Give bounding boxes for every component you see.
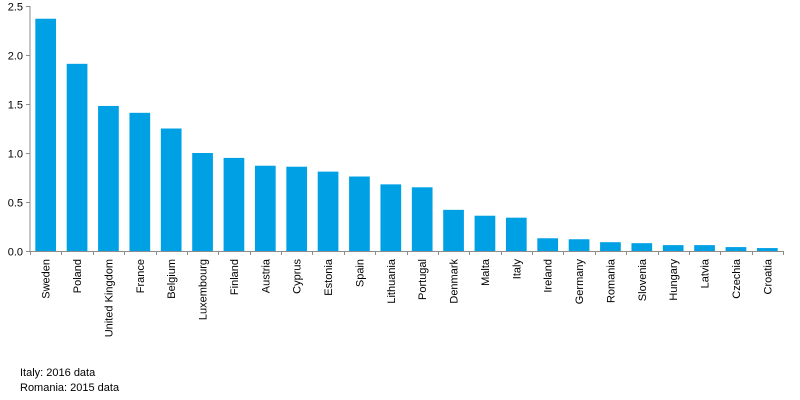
bar-chart: 0.0 0.5 1.0 1.5 2.0 2.5 Sweden Poland United Ki… [8,2,784,337]
y-tick-label: 2.5 [8,2,23,14]
x-tick-label: Denmark [449,259,461,304]
bar-portugal [411,187,433,251]
footnote-italy: Italy: 2016 data [20,367,96,379]
bar-belgium [160,128,182,251]
x-tick-label: Germany [574,259,586,305]
x-tick-label: Estonia [323,258,335,296]
bar-slovenia [631,243,653,251]
x-tick-label: Finland [229,259,241,295]
x-axis: Sweden Poland United Kingdom France Belgium L… [30,251,784,337]
x-tick-label: Lithuania [386,258,398,304]
bar-cyprus [286,166,308,251]
x-tick-label: Portugal [417,259,429,300]
bar-luxembourg [192,153,213,251]
bar-sweden [35,18,57,251]
bar-hungary [662,245,684,251]
bar-germany [568,239,590,251]
x-tick-label: Croatia [762,258,774,294]
footnote-romania: Romania: 2015 data [20,382,120,394]
bar-croatia [756,248,778,251]
y-tick-label: 0.5 [8,198,23,210]
bar-czechia [725,247,747,251]
x-tick-label: Latvia [700,258,712,288]
bar-france [129,112,151,251]
bar-austria [254,165,276,251]
bar-ireland [537,238,559,251]
x-tick-label: United Kingdom [103,259,115,337]
bar-romania [600,242,621,251]
bar-estonia [317,171,339,251]
x-tick-label: Sweden [41,259,53,299]
bar-united-kingdom [98,105,119,252]
x-tick-label: Czechia [731,258,743,299]
x-tick-label: Poland [72,259,84,293]
y-tick-label: 0.0 [8,247,23,259]
bar-poland [66,63,88,251]
y-tick-label: 1.0 [8,149,23,161]
x-tick-label: Romania [605,258,617,303]
bar-malta [474,215,496,251]
bar-latvia [694,245,715,251]
bar-lithuania [380,184,402,251]
bar-finland [223,157,245,251]
y-tick-label: 2.0 [8,51,23,63]
x-tick-label: Luxembourg [198,259,210,320]
x-tick-label: Belgium [166,259,178,299]
x-tick-label: Austria [260,258,272,293]
y-tick-label: 1.5 [8,100,23,112]
bars [35,18,778,252]
footnotes: Italy: 2016 data Romania: 2015 data [20,366,119,396]
bar-denmark [443,209,464,251]
bar-italy [505,217,527,251]
x-tick-label: Italy [511,259,523,280]
x-tick-label: Malta [480,258,492,286]
x-tick-label: Spain [354,259,366,287]
bar-spain [349,176,370,251]
x-tick-label: Cyprus [292,259,304,294]
y-axis: 0.0 0.5 1.0 1.5 2.0 2.5 [8,2,31,259]
x-tick-label: Hungary [668,259,680,301]
x-tick-label: France [135,259,147,293]
x-tick-label: Ireland [543,259,555,293]
x-tick-label: Slovenia [637,258,649,301]
